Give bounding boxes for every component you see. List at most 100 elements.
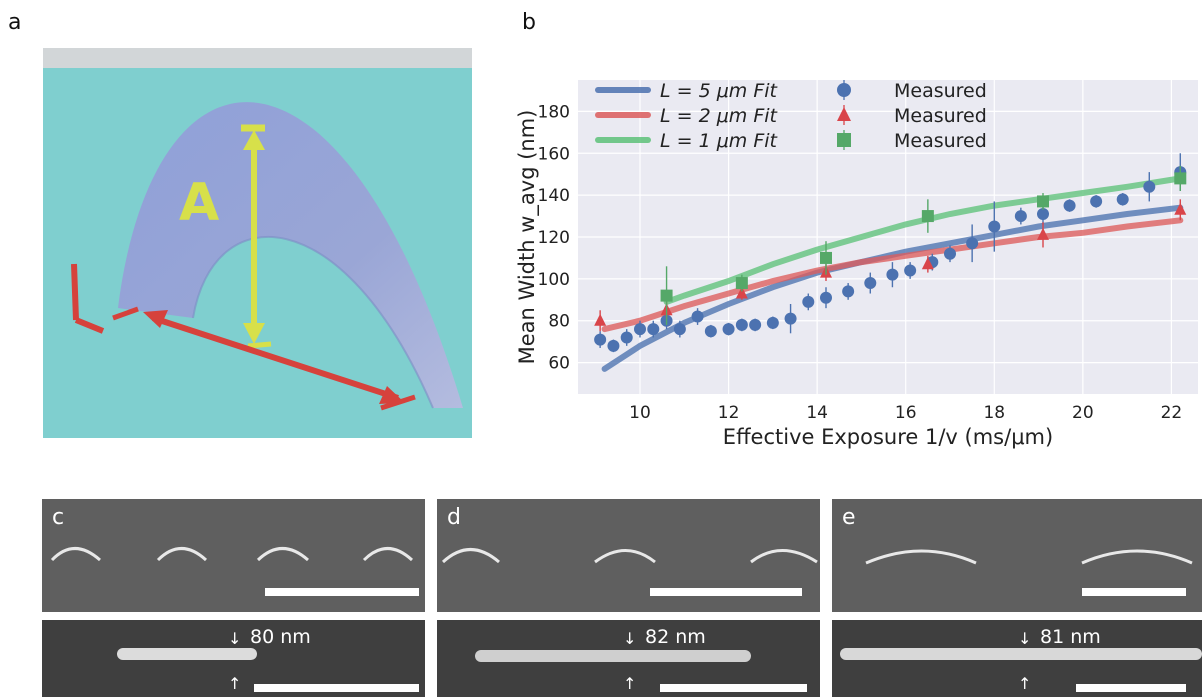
y-tick-label: 180: [538, 102, 570, 122]
x-tick-label: 20: [1072, 403, 1094, 423]
sem-panel-d-bottom: ↓ ↑ 82 nm: [437, 620, 820, 697]
legend: L = 5 μm Fit L = 2 μm Fit L = 1 μm Fit Meas…: [595, 80, 987, 152]
sem-arches-c: [50, 547, 414, 562]
data-point-circle: [634, 323, 646, 336]
arrow-down-icon: ↓: [1018, 629, 1032, 648]
y-tick-label: 100: [538, 270, 570, 290]
fit-line: [663, 175, 1184, 305]
sem-arches-e: [865, 549, 1193, 565]
scalebar-c-top: [265, 588, 419, 596]
x-tick-label: 22: [1161, 403, 1183, 423]
data-point-circle: [864, 277, 877, 290]
data-points: [594, 153, 1187, 353]
data-point-circle: [1063, 199, 1076, 212]
height-label-A: A: [179, 173, 219, 233]
legend-measured-label: Measured: [894, 130, 987, 152]
legend-fit-label: L = 1 μm Fit: [660, 130, 779, 152]
data-point-circle: [691, 310, 704, 323]
data-point-circle: [820, 291, 832, 304]
data-point-square: [921, 210, 934, 223]
data-point-circle: [784, 312, 797, 325]
data-point-triangle: [1037, 227, 1049, 240]
y-axis-label: Mean Width w_avg (nm): [515, 110, 540, 365]
height-arrow: [241, 124, 272, 349]
data-point-square: [735, 277, 748, 290]
scalebar-e-bottom: [1076, 684, 1186, 692]
sem-arches-d: [441, 548, 818, 564]
fit-lines: [601, 175, 1184, 372]
arrow-up-icon: ↑: [623, 674, 637, 693]
sem-line-d: [475, 650, 751, 662]
data-point-circle: [1037, 207, 1049, 220]
y-tick-label: 120: [538, 228, 570, 248]
background-sky: [43, 48, 472, 68]
data-point-circle: [1014, 210, 1027, 223]
data-point-triangle: [921, 257, 934, 270]
scalebar-d-top: [650, 588, 802, 596]
x-axis-label: Effective Exposure 1/v (ms/μm): [723, 425, 1053, 449]
x-tick-label: 10: [629, 403, 651, 423]
x-tick-label: 16: [895, 403, 917, 423]
data-point-square: [660, 289, 673, 302]
data-point-circle: [766, 316, 779, 329]
panel-label-e: e: [842, 505, 856, 530]
arrow-down-icon: ↓: [623, 629, 637, 648]
data-point-circle: [802, 295, 815, 308]
data-point-triangle: [594, 313, 607, 326]
data-point-circle: [647, 323, 660, 336]
x-tick-label: 14: [806, 403, 828, 423]
data-point-circle: [735, 318, 748, 331]
data-point-circle: [988, 220, 1001, 233]
length-arrow: [71, 263, 416, 411]
y-tick-label: 160: [538, 144, 570, 164]
x-tick-label: 12: [718, 403, 740, 423]
data-point-triangle: [1174, 202, 1187, 215]
legend-fit-label: L = 5 μm Fit: [660, 80, 779, 102]
data-point-circle: [966, 237, 979, 250]
sem-panel-e-bottom: ↓ ↑ 81 nm: [832, 620, 1202, 697]
data-point-square: [820, 251, 832, 264]
y-tick-labels: 60 80 100 120 140 160 180: [538, 102, 570, 373]
arc-structure: [118, 102, 463, 409]
arrow-down-icon: ↓: [228, 629, 242, 648]
width-label-c: 80 nm: [250, 626, 311, 648]
sem-panel-e-top: e: [832, 499, 1202, 612]
legend-fit-label: L = 2 μm Fit: [660, 105, 779, 127]
legend-measured-label: Measured: [894, 105, 987, 127]
chart-width-vs-exposure: 10 12 14 16 18 20 22 60 80 100 120 140 160 180 L = 5…: [515, 80, 1198, 449]
data-point-square: [1037, 195, 1049, 208]
width-label-d: 82 nm: [645, 626, 706, 648]
data-point-circle: [1116, 193, 1129, 206]
sem-panel-c-bottom: ↓ ↑ 80 nm: [42, 620, 425, 697]
scalebar-d-bottom: [660, 684, 807, 692]
x-tick-label: 18: [983, 403, 1005, 423]
data-point-square: [1174, 172, 1187, 185]
data-point-circle: [722, 323, 735, 336]
data-point-circle: [842, 285, 855, 298]
data-point-circle: [620, 331, 633, 344]
y-tick-label: 80: [548, 312, 570, 332]
data-point-circle: [749, 318, 762, 331]
data-point-circle: [704, 325, 717, 338]
panel-label-c: c: [52, 505, 65, 530]
sem-panel-d-top: d: [437, 499, 820, 612]
width-label-e: 81 nm: [1040, 626, 1101, 648]
legend-measured-label: Measured: [894, 80, 987, 102]
data-point-circle: [673, 323, 686, 336]
panel-label-a: a: [8, 10, 22, 35]
fit-line: [601, 217, 1184, 333]
panel-label-d: d: [447, 505, 461, 530]
sem-line-e: [840, 648, 1202, 660]
sem-panel-c-top: c: [42, 499, 425, 612]
data-point-circle: [944, 247, 956, 260]
x-tick-labels: 10 12 14 16 18 20 22: [629, 403, 1182, 423]
arc-render-image: A L: [43, 48, 472, 438]
data-point-circle: [1090, 195, 1103, 208]
data-point-circle: [607, 339, 620, 352]
data-point-circle: [594, 333, 607, 346]
arrow-up-icon: ↑: [1018, 674, 1032, 693]
data-point-triangle: [735, 286, 748, 299]
data-point-circle: [1143, 180, 1156, 193]
data-point-circle: [886, 268, 899, 281]
y-tick-label: 60: [548, 354, 570, 374]
